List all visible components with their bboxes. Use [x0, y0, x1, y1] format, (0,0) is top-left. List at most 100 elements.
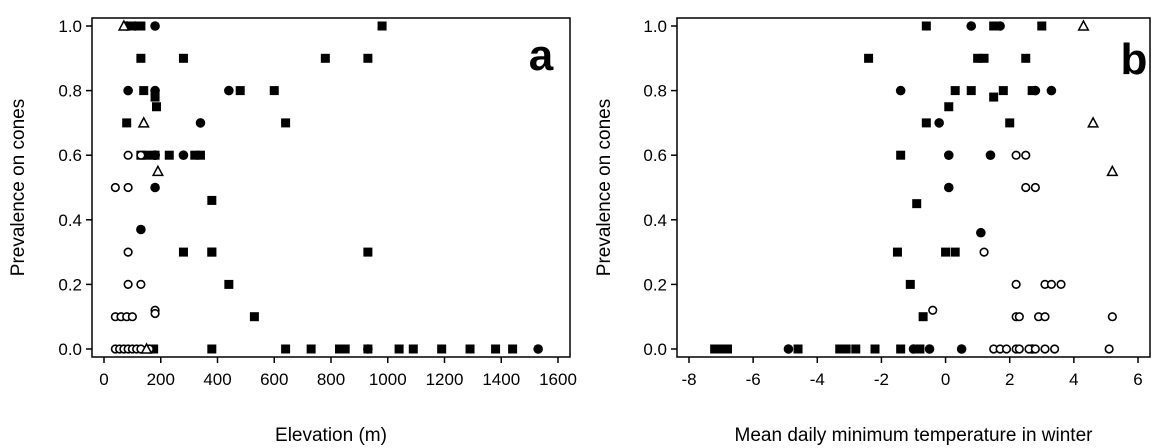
x-tick-label: -4	[810, 370, 825, 389]
x-tick-label: 600	[260, 370, 288, 389]
data-point-open-circle	[123, 247, 133, 257]
x-tick-label: 4	[1069, 370, 1078, 389]
data-point-square	[139, 86, 149, 96]
data-point-filled-circle	[1046, 85, 1057, 96]
y-tick-label: 0.0	[643, 340, 667, 359]
x-tick-label: 200	[147, 370, 175, 389]
data-point-square	[722, 344, 732, 354]
panel-b-frame	[676, 17, 1151, 358]
data-point-open-circle	[1030, 344, 1040, 354]
data-point-open-triangle	[137, 116, 150, 128]
data-point-square	[944, 102, 954, 112]
data-point-square	[363, 53, 373, 63]
data-point-open-triangle	[151, 164, 164, 177]
data-point-square	[408, 344, 418, 354]
data-point-square	[851, 344, 861, 354]
data-point-square	[178, 53, 188, 63]
data-point-filled-circle	[934, 118, 944, 128]
data-point-filled-circle	[533, 344, 543, 354]
x-tick-label: 1600	[539, 370, 577, 389]
data-point-open-circle	[1001, 344, 1012, 354]
data-point-square	[437, 344, 447, 354]
panel-a-x-axis-title: Elevation (m)	[275, 425, 387, 446]
data-point-square	[249, 312, 259, 322]
data-point-square	[979, 53, 989, 63]
data-point-square	[491, 344, 501, 354]
data-point-filled-circle	[783, 344, 794, 354]
data-point-square	[394, 344, 404, 354]
data-point-square	[1005, 118, 1015, 128]
data-point-open-triangle	[1077, 19, 1090, 31]
data-point-square	[190, 150, 200, 160]
data-point-filled-circle	[956, 344, 967, 354]
data-point-square	[377, 21, 387, 31]
data-point-square	[195, 150, 205, 160]
data-point-open-circle	[1056, 279, 1066, 290]
x-tick-label: -2	[874, 370, 889, 389]
data-point-filled-circle	[130, 21, 141, 31]
data-point-square	[306, 344, 316, 354]
panel-a-x-axis: 0 200 400 600 800 1000 1200 1400 1600	[99, 357, 577, 389]
data-point-filled-circle	[966, 21, 977, 31]
y-tick-label: 0.8	[58, 82, 82, 101]
x-tick-label: 6	[1133, 370, 1142, 389]
x-tick-label: -8	[681, 370, 696, 389]
data-point-filled-circle	[985, 150, 996, 160]
data-point-open-circle	[123, 279, 133, 290]
y-tick-label: 0.2	[58, 275, 82, 294]
x-tick-label: 1200	[426, 370, 464, 389]
data-point-square	[269, 86, 279, 96]
data-point-filled-circle	[150, 150, 160, 160]
y-tick-label: 0.4	[58, 211, 82, 230]
data-point-square	[363, 247, 373, 257]
data-point-square	[281, 118, 291, 128]
data-point-open-circle	[1107, 312, 1117, 322]
y-tick-label: 0.2	[643, 275, 667, 294]
data-point-square	[1037, 21, 1047, 31]
data-point-square	[973, 53, 983, 63]
x-tick-label: 1000	[369, 370, 407, 389]
data-point-filled-circle	[943, 182, 954, 193]
data-point-open-circle	[979, 247, 989, 257]
panel-a-y-axis-title: Prevalence on cones	[8, 99, 29, 276]
data-point-open-triangle	[1087, 116, 1100, 128]
data-point-filled-circle	[150, 85, 160, 96]
data-point-square	[142, 150, 152, 160]
data-point-square	[989, 92, 999, 102]
data-point-filled-circle	[178, 150, 189, 160]
data-point-square	[989, 21, 999, 31]
data-point-open-circle	[150, 308, 160, 319]
data-point-open-circle	[123, 150, 133, 160]
data-point-square	[716, 344, 726, 354]
data-point-square	[841, 344, 851, 354]
data-point-square	[921, 21, 931, 31]
data-point-filled-circle	[976, 227, 986, 238]
data-point-filled-circle	[943, 150, 954, 160]
panel-a-letter: a	[529, 31, 554, 80]
x-tick-label: 800	[317, 370, 345, 389]
data-point-square	[793, 344, 803, 354]
y-tick-label: 0.0	[58, 340, 82, 359]
data-point-open-circle	[1021, 150, 1031, 160]
data-point-square	[905, 279, 915, 289]
data-point-open-circle	[1040, 312, 1050, 322]
data-point-square	[122, 118, 132, 128]
data-point-square	[207, 344, 217, 354]
data-point-filled-circle	[895, 85, 906, 96]
data-point-open-circle	[1011, 150, 1021, 160]
panel-a-chart: 0.0 0.2 0.4 0.6 0.8 1.0 0 200 400 600 800 1000 1200…	[8, 17, 577, 446]
data-point-open-circle	[1030, 182, 1040, 193]
data-point-square	[508, 344, 518, 354]
data-point-square	[224, 279, 234, 289]
data-point-filled-circle	[924, 344, 935, 354]
data-point-open-triangle	[1106, 164, 1119, 177]
data-point-square	[164, 150, 174, 160]
data-point-square	[896, 344, 906, 354]
data-point-open-circle	[1104, 344, 1114, 354]
data-point-square	[998, 86, 1008, 96]
panel-b-x-axis-title: Mean daily minimum temperature in winter	[735, 425, 1094, 446]
panel-b-chart: 0.0 0.2 0.4 0.6 0.8 1.0 -8 -6 -4 -2 0 2 4 6 b Mean d…	[594, 17, 1151, 446]
data-point-square	[864, 53, 874, 63]
data-point-square	[710, 344, 720, 354]
data-point-open-circle	[127, 312, 137, 322]
